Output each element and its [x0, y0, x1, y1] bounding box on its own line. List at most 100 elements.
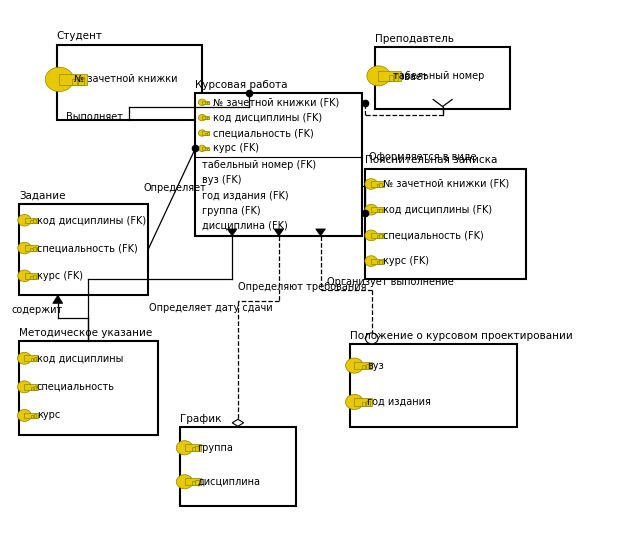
Bar — [366, 401, 370, 405]
Circle shape — [198, 99, 206, 106]
Bar — [24, 273, 38, 279]
Bar — [354, 398, 372, 405]
Text: № зачетной книжки: № зачетной книжки — [75, 74, 178, 85]
Text: Преподавтель: Преподавтель — [375, 34, 454, 44]
Text: содержит: содержит — [12, 306, 63, 315]
Text: Определяет дату сдачи: Определяет дату сдачи — [149, 304, 272, 313]
Bar — [205, 102, 207, 104]
Bar — [30, 275, 33, 279]
Circle shape — [346, 358, 363, 373]
Circle shape — [365, 179, 377, 189]
Bar — [185, 444, 201, 451]
Text: Определяют требования: Определяют требования — [238, 282, 367, 292]
Text: № зачетной книжки (FK): № зачетной книжки (FK) — [213, 97, 339, 107]
Text: курс (FK): курс (FK) — [213, 144, 259, 153]
Circle shape — [17, 409, 32, 422]
Bar — [350, 344, 516, 428]
Text: специальность (FK): специальность (FK) — [37, 243, 137, 253]
Bar — [30, 386, 33, 390]
Bar — [207, 102, 209, 104]
Text: группа: группа — [197, 443, 233, 453]
Circle shape — [198, 145, 206, 152]
Text: код дисциплины (FK): код дисциплины (FK) — [213, 113, 322, 122]
Bar — [19, 341, 158, 435]
Bar — [192, 481, 194, 485]
Circle shape — [365, 333, 378, 344]
Bar — [202, 147, 209, 150]
Circle shape — [176, 441, 193, 455]
Circle shape — [45, 67, 73, 92]
Bar — [205, 118, 207, 119]
Text: вуз: вуз — [367, 360, 384, 371]
Circle shape — [198, 130, 206, 136]
Bar — [24, 384, 38, 390]
Circle shape — [346, 395, 363, 410]
Text: код дисциплины (FK): код дисциплины (FK) — [37, 215, 146, 225]
Text: Методическое указание: Методическое указание — [19, 328, 152, 338]
Bar — [379, 234, 382, 238]
Bar — [394, 74, 399, 81]
Text: Курсовая работа: Курсовая работа — [195, 80, 288, 90]
Bar — [19, 204, 148, 295]
Text: курс (FK): курс (FK) — [383, 256, 429, 266]
Bar — [30, 220, 33, 223]
Text: специальность: специальность — [37, 382, 115, 392]
Circle shape — [18, 242, 32, 254]
Bar — [30, 248, 33, 251]
Bar — [24, 217, 38, 223]
Text: табельный номер: табельный номер — [393, 71, 484, 81]
Bar — [195, 93, 363, 236]
Bar — [379, 71, 401, 81]
Bar — [207, 117, 209, 119]
Bar — [205, 133, 207, 134]
Text: вуз (FK): вуз (FK) — [202, 175, 242, 185]
Text: Определяет: Определяет — [144, 184, 206, 193]
Bar — [33, 414, 36, 418]
Bar — [371, 259, 384, 263]
Text: № зачетной книжки (FK): № зачетной книжки (FK) — [383, 179, 509, 189]
Bar — [192, 447, 194, 451]
Bar — [24, 412, 38, 418]
Text: Пояснительная записка: Пояснительная записка — [365, 156, 498, 165]
Bar — [30, 415, 33, 418]
Bar — [379, 183, 382, 186]
Bar — [71, 79, 77, 85]
Text: табельный номер (FK): табельный номер (FK) — [202, 159, 316, 170]
Text: дисциплина: дисциплина — [197, 477, 260, 487]
Text: код дисциплины: код дисциплины — [37, 353, 123, 363]
Bar — [33, 386, 36, 390]
Bar — [196, 447, 199, 451]
Text: год издания (FK): год издания (FK) — [202, 190, 289, 200]
Text: Организует выполнение: Организует выполнение — [327, 277, 453, 287]
Circle shape — [176, 475, 193, 489]
Circle shape — [365, 204, 377, 215]
Text: Студент: Студент — [57, 31, 102, 41]
Bar — [354, 362, 372, 369]
Bar — [57, 44, 202, 120]
Circle shape — [18, 270, 32, 282]
Circle shape — [365, 256, 377, 267]
Bar — [371, 207, 384, 212]
Bar — [78, 77, 84, 85]
Text: Оценивает: Оценивает — [372, 71, 428, 81]
Bar — [377, 209, 379, 212]
Bar — [33, 275, 36, 279]
Bar — [377, 235, 379, 238]
Text: курс: курс — [37, 410, 60, 421]
Bar — [205, 148, 207, 150]
Bar — [375, 47, 510, 109]
Bar — [24, 356, 38, 361]
Bar — [379, 209, 382, 212]
Text: курс (FK): курс (FK) — [37, 271, 82, 281]
Text: дисциплина (FK): дисциплина (FK) — [202, 221, 287, 231]
Bar — [185, 479, 201, 485]
Circle shape — [18, 215, 32, 226]
Bar — [377, 184, 379, 186]
Bar — [59, 74, 88, 85]
Text: Задание: Задание — [19, 190, 66, 201]
Circle shape — [198, 114, 206, 121]
Bar — [362, 402, 365, 405]
Circle shape — [17, 381, 32, 393]
Text: График: График — [180, 414, 221, 424]
Bar — [33, 247, 36, 251]
